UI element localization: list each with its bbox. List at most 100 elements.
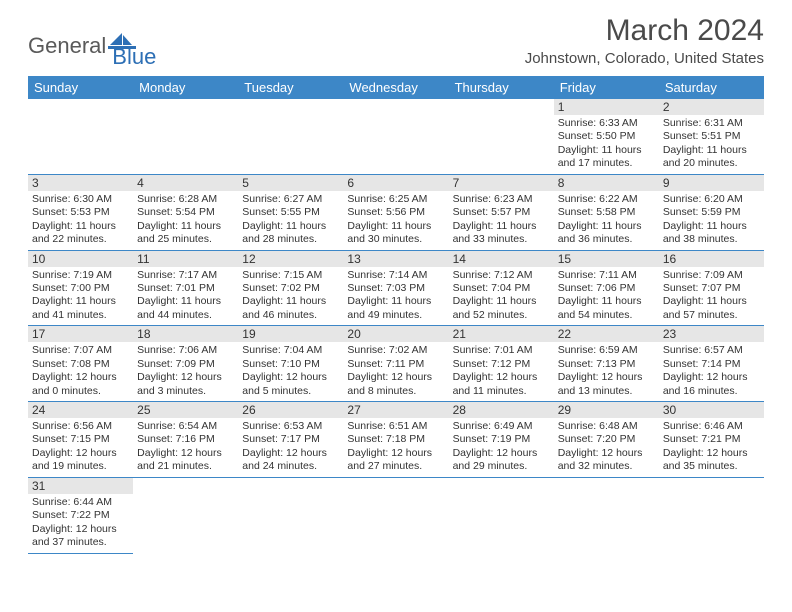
day-number: 2 <box>659 99 764 115</box>
day-number: 18 <box>133 326 238 342</box>
calendar-day-cell: 25Sunrise: 6:54 AMSunset: 7:16 PMDayligh… <box>133 402 238 478</box>
calendar-week-row: 10Sunrise: 7:19 AMSunset: 7:00 PMDayligh… <box>28 250 764 326</box>
calendar-day-cell <box>343 99 448 174</box>
day-number: 6 <box>343 175 448 191</box>
weekday-header: Wednesday <box>343 76 448 99</box>
calendar-week-row: 17Sunrise: 7:07 AMSunset: 7:08 PMDayligh… <box>28 326 764 402</box>
calendar-week-row: 1Sunrise: 6:33 AMSunset: 5:50 PMDaylight… <box>28 99 764 174</box>
calendar-day-cell <box>238 477 343 553</box>
weekday-header: Friday <box>554 76 659 99</box>
brand-logo: General Blue <box>28 22 156 70</box>
weekday-header: Sunday <box>28 76 133 99</box>
day-number: 27 <box>343 402 448 418</box>
day-number: 1 <box>554 99 659 115</box>
day-number: 3 <box>28 175 133 191</box>
day-details: Sunrise: 6:30 AMSunset: 5:53 PMDaylight:… <box>28 191 133 250</box>
calendar-day-cell: 18Sunrise: 7:06 AMSunset: 7:09 PMDayligh… <box>133 326 238 402</box>
day-details: Sunrise: 7:14 AMSunset: 7:03 PMDaylight:… <box>343 267 448 326</box>
day-number: 31 <box>28 478 133 494</box>
calendar-day-cell: 13Sunrise: 7:14 AMSunset: 7:03 PMDayligh… <box>343 250 448 326</box>
calendar-body: 1Sunrise: 6:33 AMSunset: 5:50 PMDaylight… <box>28 99 764 553</box>
calendar-week-row: 3Sunrise: 6:30 AMSunset: 5:53 PMDaylight… <box>28 174 764 250</box>
calendar-day-cell: 6Sunrise: 6:25 AMSunset: 5:56 PMDaylight… <box>343 174 448 250</box>
day-details: Sunrise: 6:51 AMSunset: 7:18 PMDaylight:… <box>343 418 448 477</box>
calendar-day-cell <box>449 99 554 174</box>
day-details: Sunrise: 6:22 AMSunset: 5:58 PMDaylight:… <box>554 191 659 250</box>
calendar-day-cell <box>133 99 238 174</box>
day-details: Sunrise: 7:04 AMSunset: 7:10 PMDaylight:… <box>238 342 343 401</box>
weekday-header: Thursday <box>449 76 554 99</box>
day-details: Sunrise: 6:59 AMSunset: 7:13 PMDaylight:… <box>554 342 659 401</box>
calendar-day-cell: 20Sunrise: 7:02 AMSunset: 7:11 PMDayligh… <box>343 326 448 402</box>
calendar-day-cell: 22Sunrise: 6:59 AMSunset: 7:13 PMDayligh… <box>554 326 659 402</box>
day-number: 10 <box>28 251 133 267</box>
day-details: Sunrise: 7:02 AMSunset: 7:11 PMDaylight:… <box>343 342 448 401</box>
title-block: March 2024 Johnstown, Colorado, United S… <box>525 14 764 67</box>
calendar-day-cell: 8Sunrise: 6:22 AMSunset: 5:58 PMDaylight… <box>554 174 659 250</box>
day-details: Sunrise: 7:09 AMSunset: 7:07 PMDaylight:… <box>659 267 764 326</box>
day-details: Sunrise: 7:07 AMSunset: 7:08 PMDaylight:… <box>28 342 133 401</box>
calendar-day-cell: 14Sunrise: 7:12 AMSunset: 7:04 PMDayligh… <box>449 250 554 326</box>
calendar-day-cell: 24Sunrise: 6:56 AMSunset: 7:15 PMDayligh… <box>28 402 133 478</box>
day-details: Sunrise: 6:31 AMSunset: 5:51 PMDaylight:… <box>659 115 764 174</box>
day-number: 12 <box>238 251 343 267</box>
calendar-day-cell: 23Sunrise: 6:57 AMSunset: 7:14 PMDayligh… <box>659 326 764 402</box>
calendar-day-cell: 9Sunrise: 6:20 AMSunset: 5:59 PMDaylight… <box>659 174 764 250</box>
day-number: 21 <box>449 326 554 342</box>
calendar-day-cell: 12Sunrise: 7:15 AMSunset: 7:02 PMDayligh… <box>238 250 343 326</box>
calendar-day-cell: 15Sunrise: 7:11 AMSunset: 7:06 PMDayligh… <box>554 250 659 326</box>
calendar-day-cell: 4Sunrise: 6:28 AMSunset: 5:54 PMDaylight… <box>133 174 238 250</box>
calendar-day-cell <box>554 477 659 553</box>
day-number: 23 <box>659 326 764 342</box>
day-details: Sunrise: 6:53 AMSunset: 7:17 PMDaylight:… <box>238 418 343 477</box>
day-details: Sunrise: 7:11 AMSunset: 7:06 PMDaylight:… <box>554 267 659 326</box>
calendar-day-cell: 26Sunrise: 6:53 AMSunset: 7:17 PMDayligh… <box>238 402 343 478</box>
calendar-week-row: 31Sunrise: 6:44 AMSunset: 7:22 PMDayligh… <box>28 477 764 553</box>
calendar-page: General Blue March 2024 Johnstown, Color… <box>0 0 792 568</box>
day-details: Sunrise: 6:27 AMSunset: 5:55 PMDaylight:… <box>238 191 343 250</box>
day-number: 16 <box>659 251 764 267</box>
weekday-header: Tuesday <box>238 76 343 99</box>
day-number: 8 <box>554 175 659 191</box>
day-details: Sunrise: 7:17 AMSunset: 7:01 PMDaylight:… <box>133 267 238 326</box>
calendar-header-row: SundayMondayTuesdayWednesdayThursdayFrid… <box>28 76 764 99</box>
day-details: Sunrise: 7:06 AMSunset: 7:09 PMDaylight:… <box>133 342 238 401</box>
day-number: 20 <box>343 326 448 342</box>
calendar-day-cell: 21Sunrise: 7:01 AMSunset: 7:12 PMDayligh… <box>449 326 554 402</box>
day-details: Sunrise: 6:46 AMSunset: 7:21 PMDaylight:… <box>659 418 764 477</box>
day-number: 30 <box>659 402 764 418</box>
brand-text-general: General <box>28 33 106 59</box>
weekday-header: Saturday <box>659 76 764 99</box>
day-number: 29 <box>554 402 659 418</box>
day-number: 11 <box>133 251 238 267</box>
calendar-day-cell: 31Sunrise: 6:44 AMSunset: 7:22 PMDayligh… <box>28 477 133 553</box>
day-number: 13 <box>343 251 448 267</box>
day-number: 4 <box>133 175 238 191</box>
day-details: Sunrise: 6:48 AMSunset: 7:20 PMDaylight:… <box>554 418 659 477</box>
day-number: 24 <box>28 402 133 418</box>
calendar-day-cell <box>28 99 133 174</box>
calendar-day-cell: 2Sunrise: 6:31 AMSunset: 5:51 PMDaylight… <box>659 99 764 174</box>
month-title: March 2024 <box>525 14 764 48</box>
weekday-header: Monday <box>133 76 238 99</box>
calendar-day-cell: 17Sunrise: 7:07 AMSunset: 7:08 PMDayligh… <box>28 326 133 402</box>
day-number: 22 <box>554 326 659 342</box>
day-details: Sunrise: 6:57 AMSunset: 7:14 PMDaylight:… <box>659 342 764 401</box>
day-number: 28 <box>449 402 554 418</box>
calendar-day-cell: 5Sunrise: 6:27 AMSunset: 5:55 PMDaylight… <box>238 174 343 250</box>
day-details: Sunrise: 6:28 AMSunset: 5:54 PMDaylight:… <box>133 191 238 250</box>
day-number: 17 <box>28 326 133 342</box>
day-details: Sunrise: 6:44 AMSunset: 7:22 PMDaylight:… <box>28 494 133 553</box>
calendar-table: SundayMondayTuesdayWednesdayThursdayFrid… <box>28 76 764 554</box>
calendar-day-cell: 16Sunrise: 7:09 AMSunset: 7:07 PMDayligh… <box>659 250 764 326</box>
calendar-day-cell: 19Sunrise: 7:04 AMSunset: 7:10 PMDayligh… <box>238 326 343 402</box>
calendar-day-cell <box>343 477 448 553</box>
day-details: Sunrise: 6:49 AMSunset: 7:19 PMDaylight:… <box>449 418 554 477</box>
calendar-day-cell: 3Sunrise: 6:30 AMSunset: 5:53 PMDaylight… <box>28 174 133 250</box>
day-number: 7 <box>449 175 554 191</box>
day-number: 15 <box>554 251 659 267</box>
sailboat-icon <box>108 31 136 49</box>
day-number: 19 <box>238 326 343 342</box>
day-details: Sunrise: 7:12 AMSunset: 7:04 PMDaylight:… <box>449 267 554 326</box>
day-details: Sunrise: 6:23 AMSunset: 5:57 PMDaylight:… <box>449 191 554 250</box>
